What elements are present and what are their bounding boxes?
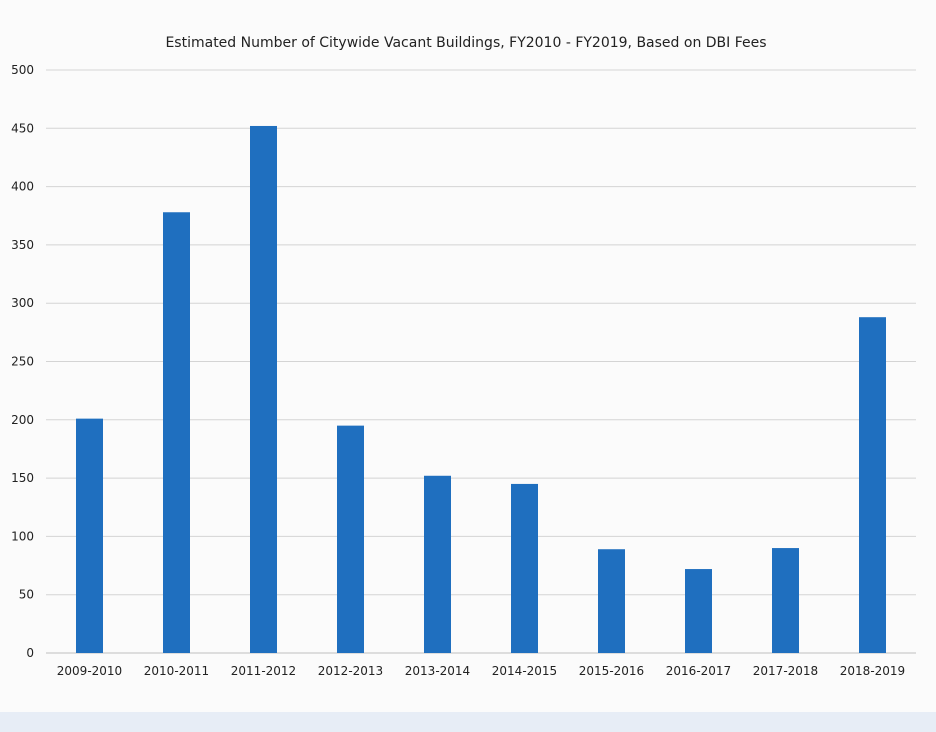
bar-2011-2012 xyxy=(250,125,277,653)
chart-title: Estimated Number of Citywide Vacant Buil… xyxy=(165,35,766,51)
bar-2013-2014 xyxy=(424,475,451,653)
y-tick-label: 0 xyxy=(26,646,34,660)
bar-2012-2013 xyxy=(337,425,364,653)
y-tick-label: 300 xyxy=(11,296,34,310)
x-tick-label: 2012-2013 xyxy=(318,664,383,678)
y-tick-label: 50 xyxy=(19,588,34,602)
x-axis-ticks: 2009-2010 2010-2011 2011-2012 2012-2013 2013… xyxy=(57,664,905,678)
y-tick-label: 400 xyxy=(11,180,34,194)
x-tick-label: 2009-2010 xyxy=(57,664,122,678)
x-tick-label: 2013-2014 xyxy=(405,664,470,678)
y-tick-label: 450 xyxy=(11,121,34,135)
x-tick-label: 2016-2017 xyxy=(666,664,731,678)
bar-2015-2016 xyxy=(598,549,625,653)
bar-2009-2010 xyxy=(76,418,103,653)
gridlines xyxy=(46,69,916,654)
y-tick-label: 250 xyxy=(11,355,34,369)
bars xyxy=(76,125,886,653)
x-tick-label: 2018-2019 xyxy=(840,664,905,678)
y-axis-ticks: 0 50 100 150 200 250 300 350 400 450 500 xyxy=(11,63,34,660)
y-tick-label: 350 xyxy=(11,238,34,252)
bar-2018-2019 xyxy=(859,317,886,653)
y-tick-label: 100 xyxy=(11,529,34,543)
bar-2010-2011 xyxy=(163,212,190,653)
x-tick-label: 2010-2011 xyxy=(144,664,209,678)
bar-2014-2015 xyxy=(511,483,538,653)
x-tick-label: 2017-2018 xyxy=(753,664,818,678)
y-tick-label: 500 xyxy=(11,63,34,77)
y-tick-label: 200 xyxy=(11,413,34,427)
bar-2017-2018 xyxy=(772,548,799,653)
x-tick-label: 2011-2012 xyxy=(231,664,296,678)
y-tick-label: 150 xyxy=(11,471,34,485)
x-tick-label: 2015-2016 xyxy=(579,664,644,678)
bar-2016-2017 xyxy=(685,569,712,653)
x-tick-label: 2014-2015 xyxy=(492,664,557,678)
scan-edge-band xyxy=(0,712,936,732)
